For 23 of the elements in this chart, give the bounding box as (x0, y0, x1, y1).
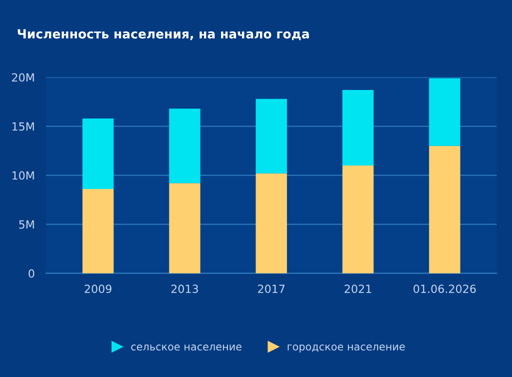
bar (429, 146, 460, 274)
bar (256, 173, 287, 274)
y-tick-label: 10M (12, 171, 34, 180)
bar (342, 166, 374, 274)
bar (256, 98, 287, 174)
bar (82, 118, 114, 190)
legend-label: городское население (288, 344, 405, 353)
y-tick-label: 5M (19, 220, 34, 229)
x-tick-label: 2021 (344, 284, 372, 294)
bar (342, 90, 374, 166)
chart-title: Численность населения, на начало года (18, 29, 309, 40)
bar (169, 108, 200, 184)
y-tick-label: 15M (12, 122, 34, 131)
x-tick-label: 2009 (84, 284, 112, 294)
legend-label: сельское население (131, 344, 242, 351)
x-tick-label: 2017 (258, 284, 285, 294)
x-tick-label: 01.06.2026 (414, 284, 476, 294)
x-tick-label: 2013 (171, 284, 198, 294)
y-tick-label: 20M (12, 73, 34, 82)
bar (429, 78, 460, 146)
bar (82, 189, 114, 274)
y-tick-label: 0 (28, 269, 34, 278)
bar (169, 183, 200, 274)
